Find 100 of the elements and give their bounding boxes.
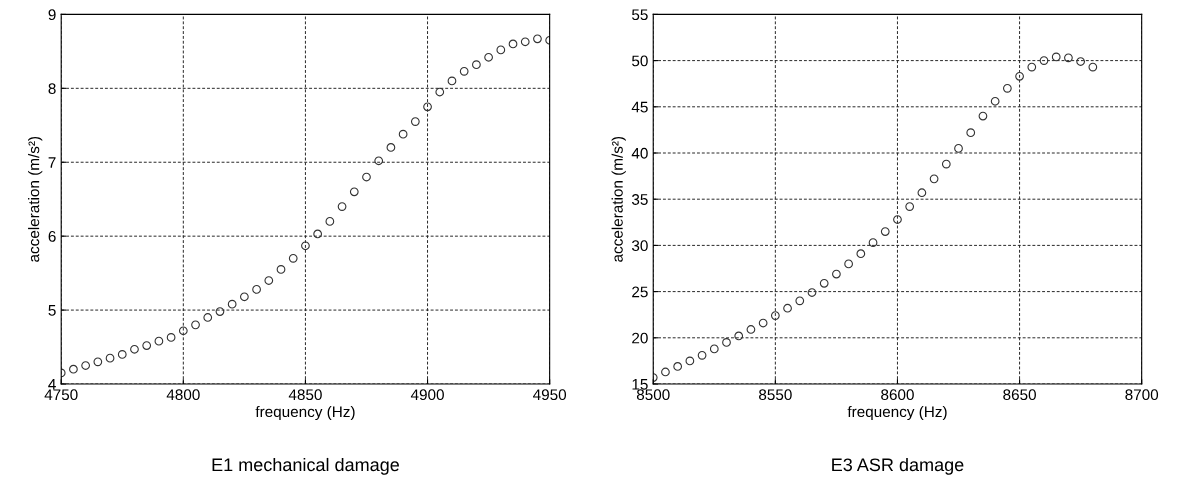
- point: [758, 318, 768, 328]
- point: [362, 172, 371, 182]
- point: [722, 338, 731, 347]
- y-tick-label: 6: [48, 231, 56, 242]
- point: [166, 333, 176, 342]
- y-tick-label: 8: [48, 83, 56, 95]
- point: [1051, 52, 1061, 62]
- point: [1088, 62, 1098, 72]
- point: [685, 356, 695, 366]
- x-tick-label: 8550: [759, 389, 792, 401]
- point: [905, 202, 915, 211]
- point: [966, 128, 976, 138]
- point: [288, 253, 298, 263]
- y-tick-label: 55: [631, 9, 648, 21]
- point: [130, 344, 139, 354]
- point: [673, 362, 683, 371]
- point: [252, 285, 261, 294]
- point: [770, 311, 780, 320]
- point: [1076, 57, 1086, 66]
- point: [301, 241, 310, 251]
- point: [117, 350, 127, 359]
- point: [105, 353, 115, 363]
- point: [978, 111, 988, 121]
- point: [807, 288, 817, 297]
- point: [496, 45, 506, 55]
- point: [435, 87, 445, 97]
- point: [386, 143, 396, 152]
- point: [746, 325, 756, 334]
- y-tick-label: 5: [48, 305, 56, 316]
- point: [508, 39, 518, 49]
- point: [954, 144, 963, 153]
- y-tick-label: 4: [48, 379, 56, 390]
- x-axis-title: frequency (Hz): [255, 405, 355, 421]
- point: [697, 350, 707, 360]
- point: [880, 227, 890, 236]
- point: [734, 331, 744, 341]
- x-tick-label: 4950: [533, 389, 567, 401]
- point: [1064, 53, 1073, 63]
- point: [795, 296, 805, 306]
- x-axis-title: frequency (Hz): [847, 405, 947, 421]
- point: [178, 326, 188, 336]
- point: [313, 229, 323, 239]
- y-tick-label: 15: [632, 379, 648, 390]
- point: [203, 313, 213, 322]
- point: [893, 215, 902, 224]
- point: [374, 156, 384, 166]
- x-tick-label: 4900: [410, 389, 444, 401]
- point: [868, 238, 878, 248]
- y-tick-label: 45: [631, 101, 648, 113]
- point: [142, 341, 152, 350]
- point: [191, 320, 200, 330]
- point: [423, 102, 432, 112]
- point: [215, 307, 225, 316]
- point: [81, 361, 91, 370]
- x-tick-label: 8650: [1003, 389, 1036, 401]
- point: [520, 37, 530, 47]
- point: [325, 217, 335, 226]
- point: [93, 357, 103, 367]
- point: [410, 117, 420, 126]
- point: [1015, 71, 1024, 81]
- point: [447, 76, 457, 86]
- x-tick-label: 4800: [166, 389, 200, 401]
- y-tick-label: 25: [632, 286, 648, 298]
- point: [264, 276, 274, 285]
- y-tick-label: 35: [631, 194, 648, 205]
- y-axis-title: acceleration (m/s²): [28, 136, 43, 262]
- point: [1002, 83, 1012, 93]
- y-tick-label: 20: [632, 332, 648, 344]
- point: [69, 364, 78, 374]
- point: [337, 202, 347, 211]
- point: [349, 187, 359, 197]
- y-tick-label: 9: [48, 9, 56, 21]
- point: [484, 52, 493, 62]
- point: [276, 265, 286, 274]
- point: [227, 299, 237, 309]
- y-tick-label: 7: [48, 157, 56, 168]
- point: [709, 344, 719, 354]
- point: [398, 129, 408, 139]
- x-tick-label: 4750: [44, 389, 78, 401]
- x-tick-label: 8500: [636, 389, 670, 401]
- point: [1039, 56, 1049, 65]
- point: [783, 303, 792, 313]
- point: [1027, 62, 1037, 72]
- y-axis-title: acceleration (m/s²): [611, 136, 626, 262]
- point: [472, 60, 481, 70]
- y-tick-label: 40: [631, 147, 648, 159]
- x-tick-label: 8700: [1125, 389, 1159, 401]
- x-tick-label: 8600: [881, 389, 914, 401]
- point: [661, 367, 670, 377]
- point: [832, 269, 841, 279]
- point: [929, 174, 939, 184]
- point: [533, 34, 542, 44]
- y-tick-label: 50: [631, 55, 648, 67]
- point: [240, 292, 249, 302]
- point: [154, 336, 164, 346]
- text: E1 mechanical damage: [212, 457, 399, 475]
- point: [990, 96, 1000, 106]
- point: [941, 159, 951, 169]
- text: E3 ASR damage: [832, 457, 964, 475]
- point: [856, 249, 866, 259]
